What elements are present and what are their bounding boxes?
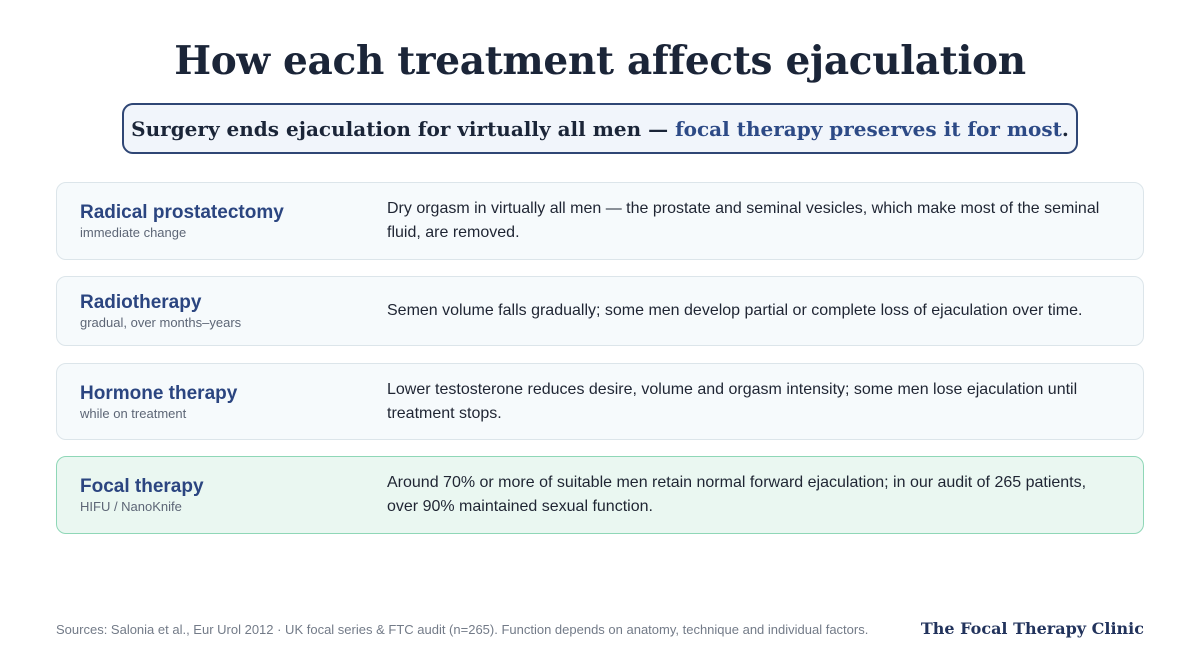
banner-accent: focal therapy preserves it for most <box>675 116 1062 141</box>
treatment-label: Hormone therapy while on treatment <box>57 382 387 422</box>
treatment-name: Hormone therapy <box>80 382 238 404</box>
key-message-banner: Surgery ends ejaculation for virtually a… <box>122 103 1078 154</box>
page-title: How each treatment affects ejaculation <box>174 38 1026 84</box>
banner-lead: Surgery ends ejaculation for virtually a… <box>131 116 676 141</box>
treatment-card-radiotherapy: Radiotherapy gradual, over months–years … <box>56 276 1144 346</box>
treatment-description: Dry orgasm in virtually all men — the pr… <box>387 200 1100 241</box>
treatment-name: Focal therapy <box>80 476 204 497</box>
treatment-card-hormone-therapy: Hormone therapy while on treatment Lower… <box>56 363 1144 440</box>
treatment-description: Semen volume falls gradually; some men d… <box>387 302 1083 319</box>
brand-name: The Focal Therapy Clinic <box>920 619 1144 638</box>
treatment-card-radical-prostatectomy: Radical prostatectomy immediate change D… <box>56 182 1144 260</box>
treatment-timing: HIFU / NanoKnife <box>80 499 182 514</box>
treatment-timing: immediate change <box>80 225 187 240</box>
treatment-description: Lower testosterone reduces desire, volum… <box>387 380 1078 422</box>
treatment-timing: gradual, over months–years <box>80 315 242 330</box>
treatment-card-focal-therapy: Focal therapy HIFU / NanoKnife Around 70… <box>56 456 1144 534</box>
treatment-name: Radiotherapy <box>80 292 202 313</box>
treatment-timing: while on treatment <box>80 405 187 421</box>
sources-note: Sources: Salonia et al., Eur Urol 2012 ·… <box>56 622 869 637</box>
treatment-label: Radical prostatectomy immediate change <box>57 201 387 241</box>
treatment-label: Radiotherapy gradual, over months–years <box>57 291 387 331</box>
treatment-label: Focal therapy HIFU / NanoKnife <box>57 475 387 515</box>
banner-tail: . <box>1061 116 1069 141</box>
treatment-description: Around 70% or more of suitable men retai… <box>387 474 1087 515</box>
treatment-name: Radical prostatectomy <box>80 202 284 223</box>
